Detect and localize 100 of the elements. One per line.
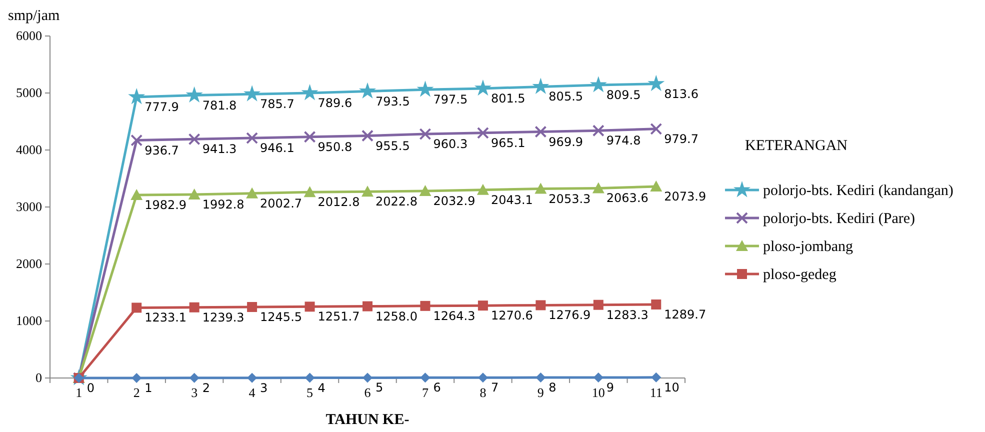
- point: [416, 80, 434, 97]
- x-tick-label: 2: [133, 385, 140, 400]
- point: [304, 302, 315, 312]
- point: [188, 133, 200, 146]
- point: [247, 302, 258, 312]
- point: [362, 372, 372, 383]
- point: [651, 299, 662, 310]
- data-label: 0: [86, 381, 95, 395]
- point: [420, 300, 430, 311]
- annotation: 2032.9: [433, 194, 476, 208]
- point: [247, 372, 258, 383]
- annotation: 936.7: [144, 143, 179, 158]
- legend-label: polorjo-bts. Kediri (kandangan): [763, 183, 954, 199]
- point: [244, 85, 261, 102]
- x-tick-label: 4: [248, 385, 256, 400]
- point: [532, 78, 550, 94]
- annotation: 2022.8: [376, 194, 418, 209]
- y-tick-label: 6000: [16, 28, 42, 43]
- point: [650, 180, 662, 192]
- point: [650, 122, 662, 135]
- annotation: 797.5: [433, 92, 468, 107]
- annotation: 2043.1: [490, 192, 533, 207]
- y-tick-label: 0: [36, 370, 42, 385]
- point: [130, 189, 143, 200]
- point: [478, 372, 488, 383]
- annotation: 2012.8: [318, 195, 360, 210]
- annotation: 941.3: [202, 142, 237, 156]
- point: [420, 372, 430, 383]
- x-tick-label: 9: [537, 385, 544, 400]
- y-tick-label: 3000: [16, 199, 42, 214]
- point: [188, 188, 200, 200]
- point: [301, 84, 318, 100]
- annotation: 805.5: [548, 90, 584, 104]
- data-label: 1276.9: [548, 308, 591, 322]
- annotation: 2063.6: [606, 191, 648, 206]
- y-tick-label: 5000: [16, 85, 42, 100]
- data-label: 1289.7: [664, 307, 706, 322]
- annotation: 979.7: [664, 132, 698, 146]
- point: [189, 372, 200, 383]
- point: [132, 302, 142, 313]
- point: [419, 128, 432, 140]
- point: [536, 300, 546, 310]
- x-tick-label: 8: [480, 385, 486, 400]
- legend-title: KETERANGAN: [745, 138, 848, 154]
- point: [362, 186, 374, 197]
- annotation: 965.1: [490, 136, 526, 150]
- annotation: 969.9: [548, 134, 584, 149]
- annotation: 1992.8: [202, 197, 244, 212]
- annotation: 2002.7: [260, 196, 302, 210]
- point: [651, 372, 662, 382]
- point: [593, 300, 604, 310]
- point: [132, 372, 142, 383]
- x-tick-label: 7: [422, 385, 429, 400]
- data-label: 1258.0: [376, 309, 418, 324]
- point: [186, 86, 203, 103]
- point: [593, 372, 604, 382]
- annotation: 2053.3: [548, 192, 591, 206]
- data-label: 1239.3: [202, 310, 244, 324]
- x-tick-label: 5: [306, 385, 314, 400]
- annotation: 974.8: [606, 134, 641, 148]
- annotation: 946.1: [260, 141, 294, 156]
- point: [592, 182, 604, 194]
- point: [478, 300, 488, 311]
- point: [419, 185, 432, 196]
- point: [362, 301, 372, 312]
- point: [130, 134, 143, 146]
- point: [590, 76, 607, 92]
- x-tick-label: 10: [592, 385, 605, 400]
- x-axis-title: TAHUN KE-: [326, 412, 410, 428]
- data-label: 1270.6: [490, 308, 533, 323]
- annotation: 1982.9: [144, 198, 187, 212]
- data-label: 1251.7: [318, 310, 360, 324]
- y-tick-label: 1000: [16, 313, 42, 328]
- point: [476, 184, 489, 195]
- annotation: 950.8: [318, 140, 352, 154]
- y-tick-label: 4000: [16, 142, 42, 157]
- y-axis-title: smp/jam: [8, 8, 60, 24]
- point: [476, 126, 489, 139]
- x-tick-label: 1: [76, 385, 82, 400]
- data-label: 1283.3: [606, 308, 648, 322]
- annotation: 801.5: [490, 91, 526, 106]
- point: [189, 302, 200, 312]
- point: [246, 187, 258, 198]
- point: [358, 82, 376, 99]
- annotation: 777.9: [144, 100, 179, 114]
- annotation: 781.8: [202, 98, 237, 112]
- legend-label: ploso-gedeg: [763, 267, 837, 283]
- x-tick-label: 3: [191, 385, 198, 400]
- annotation: 793.5: [376, 94, 410, 108]
- annotation: 785.7: [260, 97, 294, 112]
- annotation: 960.3: [433, 137, 468, 152]
- point: [536, 372, 546, 383]
- point: [534, 126, 547, 138]
- data-label: 1245.5: [260, 310, 302, 324]
- point: [648, 74, 665, 92]
- annotation: 813.6: [664, 86, 698, 101]
- point: [362, 130, 374, 142]
- point: [474, 79, 492, 96]
- y-tick-label: 2000: [16, 256, 42, 271]
- data-label: 1233.1: [144, 310, 187, 325]
